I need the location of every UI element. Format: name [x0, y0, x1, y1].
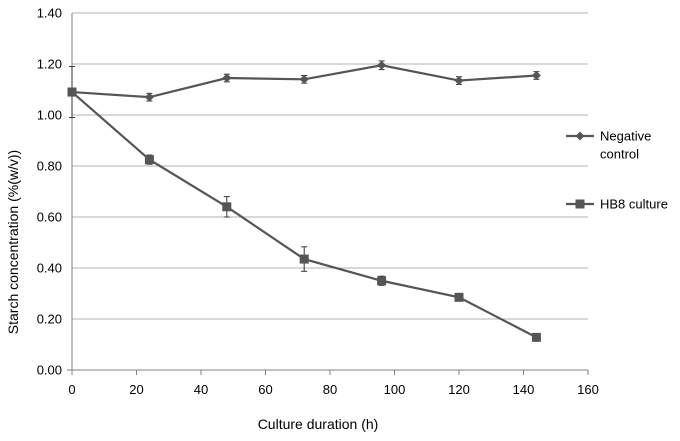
y-tick-label: 1.00 — [37, 108, 62, 123]
y-tick-label: 1.20 — [37, 57, 62, 72]
y-tick-label: 0.00 — [37, 363, 62, 378]
hb8-culture-point — [377, 276, 387, 286]
negative-control-legend-marker — [575, 131, 585, 141]
x-tick-label: 160 — [577, 382, 599, 397]
series-layer — [67, 60, 541, 342]
y-tick-label: 0.60 — [37, 210, 62, 225]
negative-control-point — [531, 70, 541, 80]
axis-layer: 0.00 0.20 0.40 0.60 0.80 1.00 1.20 1.40 0 20 40 60 8… — [37, 6, 599, 398]
negative-control-point — [454, 76, 464, 86]
negative-control-point — [377, 60, 387, 70]
hb8-culture-point — [454, 292, 464, 302]
hb8-culture-point — [144, 155, 154, 165]
x-tick-label: 120 — [448, 382, 470, 397]
x-axis-title: Culture duration (h) — [258, 416, 379, 432]
negative-control-legend-label: Negative control — [600, 129, 651, 162]
x-tick-label: 40 — [194, 382, 208, 397]
y-tick-label: 0.20 — [37, 312, 62, 327]
y-tick-label: 0.80 — [37, 159, 62, 174]
x-tick-label: 80 — [323, 382, 337, 397]
hb8-culture-line — [71, 91, 537, 339]
y-axis-title: Starch concentration (%(w/v)) — [5, 150, 21, 334]
hb8-culture-legend-marker — [575, 199, 585, 209]
x-tick-label: 140 — [513, 382, 535, 397]
x-tick-label: 60 — [258, 382, 272, 397]
x-tick-label: 100 — [384, 382, 406, 397]
hb8-culture-point — [222, 202, 232, 212]
negative-control-point — [222, 73, 232, 83]
legend: Negative control HB8 culture — [566, 129, 668, 212]
negative-control-point — [299, 74, 309, 84]
hb8-culture-point — [67, 87, 77, 97]
y-tick-label: 1.40 — [37, 6, 62, 21]
grid-layer — [72, 12, 588, 320]
hb8-culture-legend-label: HB8 culture — [600, 197, 668, 212]
x-tick-label: 20 — [129, 382, 143, 397]
hb8-culture-point — [531, 332, 541, 342]
hb8-culture-point — [299, 254, 309, 264]
x-tick-label: 0 — [68, 382, 75, 397]
y-tick-label: 0.40 — [37, 261, 62, 276]
negative-control-point — [144, 92, 154, 102]
